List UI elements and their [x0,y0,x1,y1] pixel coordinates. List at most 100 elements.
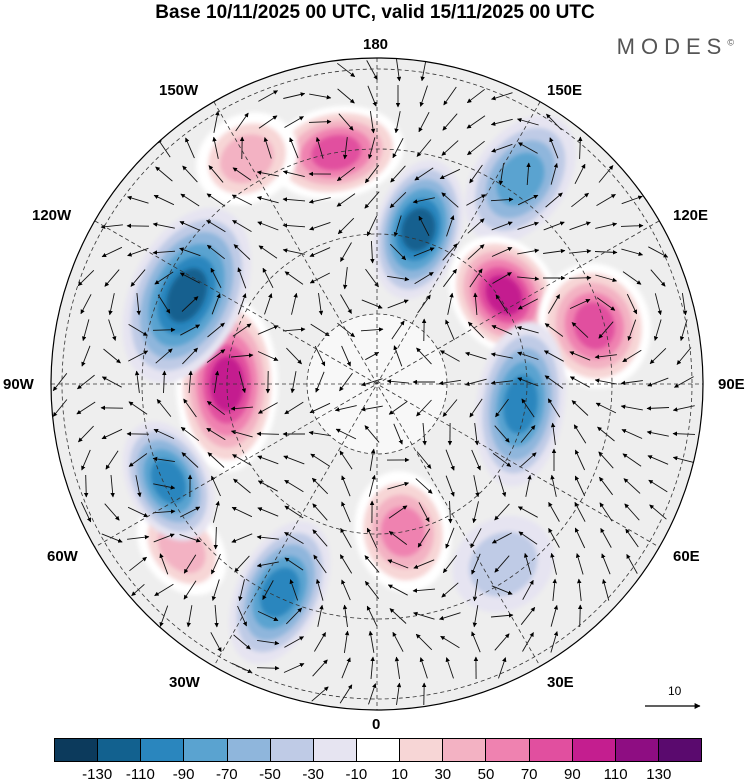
wind-vector [517,506,538,518]
wind-vector [211,579,220,601]
wind-vector [627,319,637,341]
wind-vector [391,320,405,340]
colorbar-tick-label: 130 [646,766,672,783]
colorbar-tick-label: -110 [125,766,155,783]
wind-vector [412,588,436,593]
wind-vector [413,559,435,569]
wind-vector [649,504,667,520]
wind-vector [179,533,201,543]
wind-vector [546,113,562,131]
wind-vector [235,112,249,132]
wind-vector [495,294,509,314]
wind-vector [626,293,638,315]
wind-vector [80,294,92,315]
wind-vector [621,195,643,205]
wind-vector [52,399,68,417]
wind-vector [129,556,147,572]
wind-vector [135,475,142,498]
wind-vector [154,583,174,597]
wind-vector [571,400,589,416]
wind-vector [153,428,175,440]
wind-vector [314,345,326,367]
wind-vector [339,554,353,574]
longitude-label-lower-right: 60E [673,548,700,565]
chart-title: Base 10/11/2025 00 UTC, valid 15/11/2025… [155,2,595,23]
wind-vector [473,292,478,316]
colorbar-ticks: -130 -110 -90 -70 -50 -30 -10 10 30 50 70 90 110 130 [54,766,702,783]
wind-vector [208,165,224,183]
wind-vector [258,402,278,414]
wind-vector [416,399,432,417]
anomaly-contour [380,506,426,557]
wind-vector [442,555,458,574]
colorbar-swatch [572,739,616,761]
wind-vector [469,398,483,418]
wind-vector [387,584,408,596]
wind-vector [181,296,199,312]
wind-vector [131,583,145,597]
wind-vector [518,531,538,545]
wind-vector [211,293,221,315]
wind-vector [494,425,510,443]
wind-vector [448,500,453,524]
wind-vector [569,376,590,388]
wind-vector [599,476,613,496]
wind-vector [392,631,404,652]
wind-vector [387,559,409,569]
wind-vector [289,137,299,159]
longitude-label-bottom-right: 30E [547,674,574,691]
wind-vector [491,247,513,257]
wind-vector [646,430,669,437]
colorbar-tick-label: 30 [434,766,452,783]
colorbar-tick-label: -10 [345,766,368,783]
wind-vector [230,406,254,411]
wind-vector [343,630,350,653]
wind-vector [366,527,378,549]
wind-vector [211,475,221,497]
wind-vector [282,327,306,332]
wind-vector [334,405,357,412]
wind-vector [517,377,539,387]
wind-vector [445,475,455,497]
wind-vector [232,323,252,337]
wind-vector [596,297,616,311]
wind-vector [441,192,459,208]
wind-vector [466,115,486,129]
wind-vector [517,248,540,255]
wind-vector [472,501,479,524]
wind-vector [232,220,252,232]
wind-vector [672,456,695,464]
wind-vector [282,197,306,202]
wind-vector [309,247,331,257]
colorbar-swatch [55,739,99,761]
meridian-line [94,220,660,548]
wind-vector [388,401,408,415]
wind-vector [466,88,485,104]
wind-vector [368,474,376,497]
wind-vector [674,376,694,388]
wind-vector [257,507,279,517]
wind-vector [188,370,193,394]
wind-vector [232,167,252,181]
wind-vector [390,165,406,183]
wind-vector [394,656,401,679]
wind-vector [491,221,513,231]
wind-vector [364,164,380,184]
wind-vector [517,351,539,360]
wind-vector [237,293,247,315]
wind-vector [544,323,564,337]
colorbar-tick-label: -90 [172,766,195,783]
wind-vector [360,327,384,332]
wind-vector [128,350,149,362]
wind-vector [417,528,431,548]
wind-vector [284,636,304,648]
wind-vector [498,657,507,679]
colorbar-swatch [658,739,702,761]
wind-vector [569,298,591,310]
wind-vector [185,137,195,159]
wind-vector [180,193,200,207]
wind-vector [77,374,95,390]
wind-vector [544,375,564,389]
wind-vector [206,349,226,363]
wind-vector [543,350,564,362]
